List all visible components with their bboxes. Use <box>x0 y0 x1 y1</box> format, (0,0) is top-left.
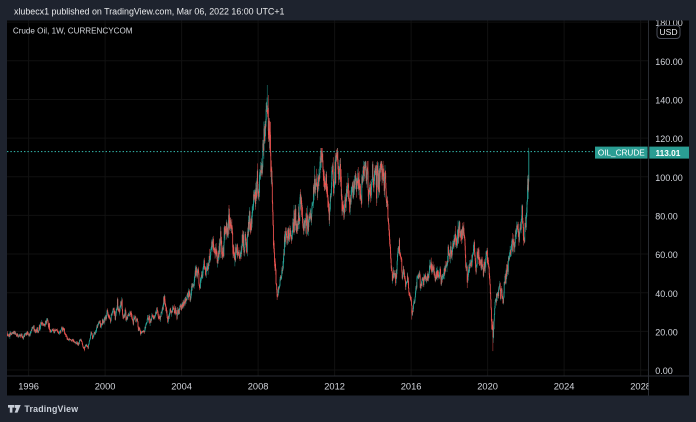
svg-text:0.00: 0.00 <box>655 366 673 376</box>
svg-text:120.00: 120.00 <box>655 134 683 144</box>
svg-text:USD: USD <box>659 27 677 37</box>
svg-text:2004: 2004 <box>171 381 192 391</box>
svg-text:xlubecx1 published on TradingV: xlubecx1 published on TradingView.com, M… <box>14 6 285 16</box>
svg-text:80.00: 80.00 <box>655 212 678 222</box>
svg-text:20.00: 20.00 <box>655 328 678 338</box>
svg-text:160.00: 160.00 <box>655 57 683 67</box>
svg-text:TradingView: TradingView <box>24 404 78 414</box>
svg-text:2028: 2028 <box>630 381 651 391</box>
svg-text:60.00: 60.00 <box>655 250 678 260</box>
svg-text:40.00: 40.00 <box>655 289 678 299</box>
svg-text:Crude Oil, 1W, CURRENCYCOM: Crude Oil, 1W, CURRENCYCOM <box>13 26 133 35</box>
svg-text:2008: 2008 <box>248 381 269 391</box>
svg-text:2000: 2000 <box>95 381 116 391</box>
svg-text:1996: 1996 <box>18 381 39 391</box>
svg-text:2020: 2020 <box>477 381 498 391</box>
svg-text:2012: 2012 <box>324 381 345 391</box>
svg-text:113.01: 113.01 <box>655 148 680 158</box>
svg-text:OIL_CRUDE: OIL_CRUDE <box>598 149 645 158</box>
svg-text:140.00: 140.00 <box>655 96 683 106</box>
svg-text:2016: 2016 <box>401 381 422 391</box>
svg-text:2024: 2024 <box>554 381 575 391</box>
svg-text:180.00: 180.00 <box>655 18 683 28</box>
svg-text:100.00: 100.00 <box>655 173 683 183</box>
